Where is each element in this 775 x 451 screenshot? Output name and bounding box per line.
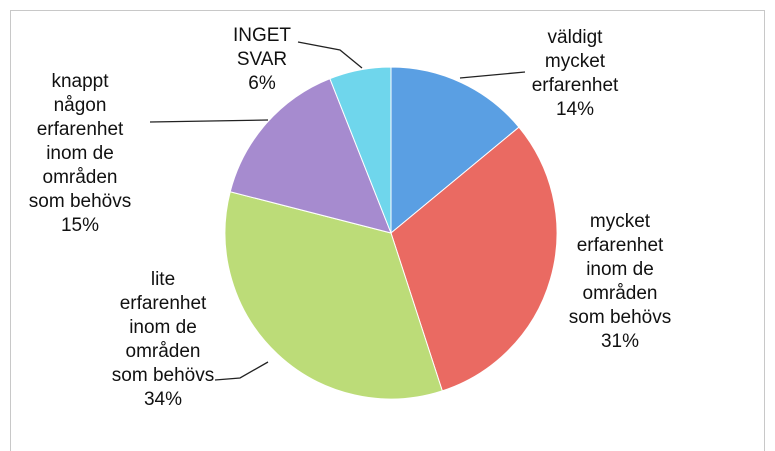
value-label: 14% (555, 99, 595, 120)
leader-line (459, 71, 526, 79)
leader-line (297, 41, 363, 69)
slice-label: INGET SVAR 6% (222, 24, 302, 96)
pie-slice (390, 66, 520, 235)
pie-slice (224, 191, 443, 400)
value-label: 6% (248, 73, 276, 94)
slice-label: lite erfarenhet inom de områden som behö… (106, 268, 221, 412)
slice-label: knappt någon erfarenhet inom de områden … (23, 70, 138, 238)
category-label: INGET SVAR (232, 25, 292, 70)
pie-slice (390, 126, 558, 392)
slice-label: väldigt mycket erfarenhet 14% (518, 26, 633, 122)
pie-slice (329, 66, 392, 234)
slice-label: mycket erfarenhet inom de områden som be… (563, 210, 678, 354)
leader-line (214, 361, 269, 381)
frame (10, 10, 765, 451)
leader-line (149, 119, 269, 123)
pie-slice (229, 78, 392, 234)
leader-lines (149, 41, 526, 381)
category-label: lite erfarenhet inom de områden som behö… (111, 269, 215, 386)
value-label: 31% (600, 331, 640, 352)
value-label: 15% (60, 215, 100, 236)
category-label: mycket erfarenhet inom de områden som be… (568, 211, 672, 328)
category-label: väldigt mycket erfarenhet (531, 27, 619, 96)
value-label: 34% (143, 389, 183, 410)
category-label: knappt någon erfarenhet inom de områden … (28, 71, 132, 212)
